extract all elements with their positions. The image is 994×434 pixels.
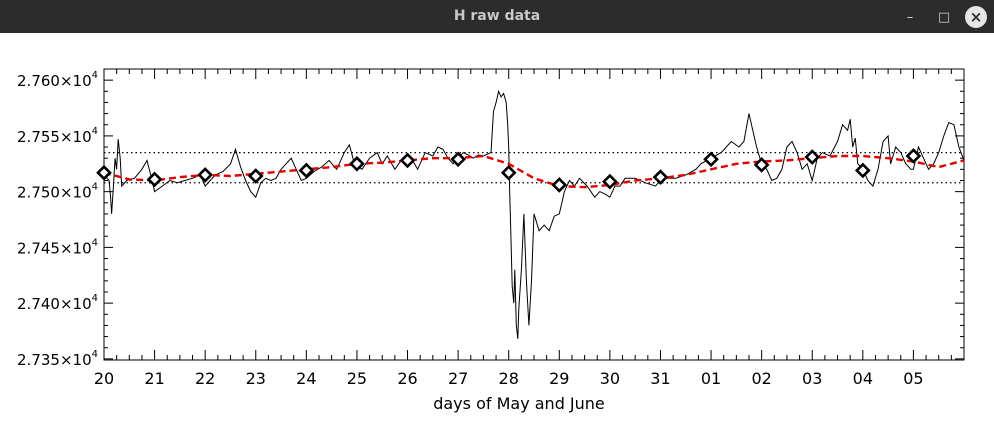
x-tick-label-15: 04 <box>853 369 873 388</box>
daily-mean-marker-15 <box>854 162 871 179</box>
x-tick-label-4: 24 <box>296 369 316 388</box>
close-button[interactable]: × <box>965 6 987 28</box>
y-tick-label-0: 2.735×104 <box>17 349 98 369</box>
daily-mean-marker-8 <box>500 164 517 181</box>
x-tick-label-10: 30 <box>600 369 620 388</box>
x-tick-label-12: 01 <box>701 369 721 388</box>
y-tick-label-3: 2.750×104 <box>17 182 98 202</box>
x-tick-label-5: 25 <box>347 369 367 388</box>
daily-mean-marker-3 <box>247 168 264 184</box>
daily-mean-marker-14 <box>804 149 821 165</box>
daily-mean-marker-11 <box>652 169 669 185</box>
x-tick-label-3: 23 <box>246 369 266 388</box>
y-tick-label-2: 2.745×104 <box>17 237 98 257</box>
x-tick-label-1: 21 <box>144 369 164 388</box>
raw-data-line <box>103 89 965 339</box>
window-titlebar[interactable]: H raw data – □ × <box>0 0 994 33</box>
x-axis-label: days of May and June <box>433 394 605 413</box>
x-tick-label-16: 05 <box>903 369 923 388</box>
daily-mean-marker-6 <box>399 152 416 169</box>
x-tick-label-2: 22 <box>195 369 215 388</box>
daily-mean-marker-10 <box>602 173 618 190</box>
y-tick-label-1: 2.740×104 <box>17 293 98 313</box>
minimize-button[interactable]: – <box>906 9 914 25</box>
daily-mean-marker-4 <box>298 162 315 179</box>
daily-mean-marker-7 <box>450 151 466 168</box>
daily-mean-marker-16 <box>905 148 922 164</box>
x-tick-label-13: 02 <box>751 369 771 388</box>
x-tick-label-11: 31 <box>650 369 670 388</box>
y-tick-label-5: 2.760×104 <box>17 70 98 90</box>
x-tick-label-0: 20 <box>94 369 114 388</box>
daily-mean-marker-9 <box>551 177 568 193</box>
plot-area: 2.735×104 2.740×104 2.745×104 2.750×104 2.75… <box>0 33 994 430</box>
x-tick-label-7: 27 <box>448 369 468 388</box>
daily-mean-marker-13 <box>753 157 770 173</box>
window-title: H raw data <box>453 8 541 24</box>
x-tick-label-6: 26 <box>397 369 417 388</box>
daily-mean-marker-5 <box>349 155 365 172</box>
daily-mean-marker-1 <box>146 171 163 188</box>
daily-mean-marker-0 <box>96 164 112 181</box>
y-tick-label-4: 2.755×104 <box>17 126 98 146</box>
h-raw-data-chart: 2.735×104 2.740×104 2.745×104 2.750×104 2.75… <box>17 68 965 413</box>
daily-mean-marker-12 <box>703 151 719 168</box>
x-tick-label-14: 03 <box>802 369 822 388</box>
trend-line <box>103 154 965 189</box>
daily-mean-marker-2 <box>197 167 214 183</box>
maximize-button[interactable]: □ <box>937 9 951 25</box>
x-tick-label-8: 28 <box>499 369 519 388</box>
x-tick-label-9: 29 <box>549 369 569 388</box>
